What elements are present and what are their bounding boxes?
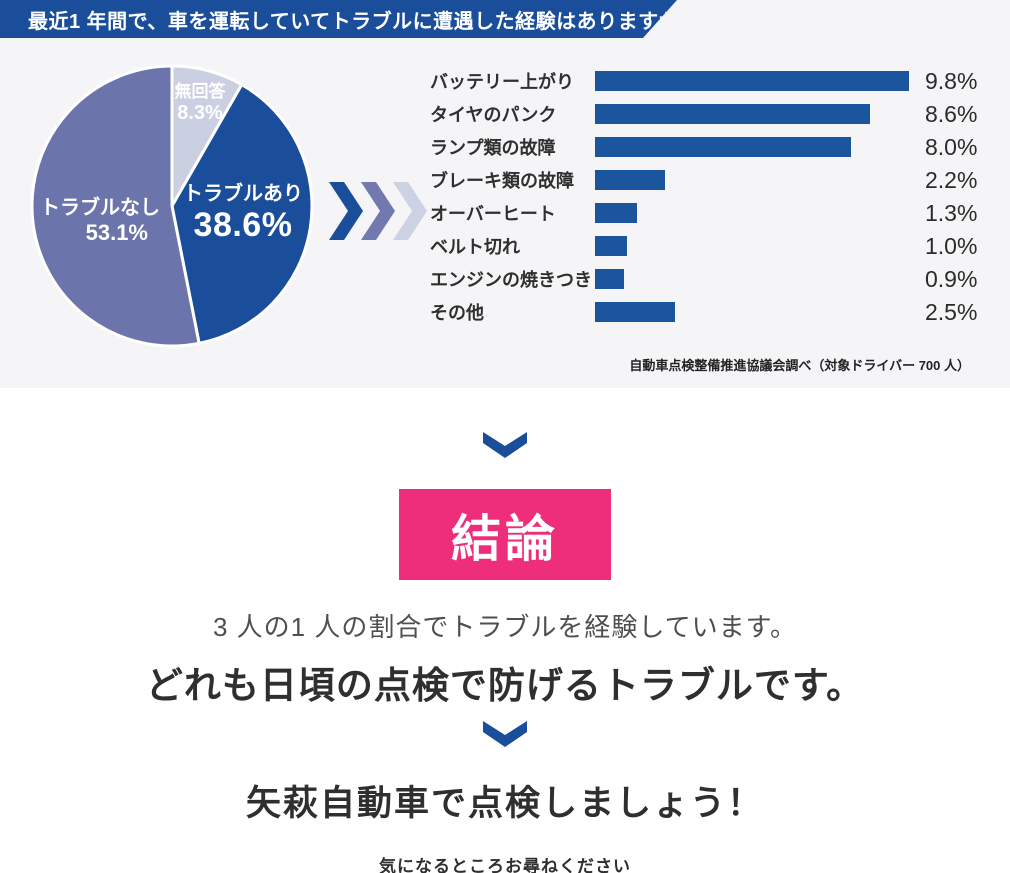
conclusion-badge-label: 結論: [451, 510, 559, 567]
bar-track: [595, 203, 925, 223]
bar-value-label: 2.5%: [925, 298, 978, 325]
bar-fill: [595, 302, 675, 322]
bar-row: その他 2.5%: [430, 299, 990, 325]
pie-label-text: トラブルなし: [40, 197, 160, 219]
bar-fill: [595, 137, 851, 157]
bar-track: [595, 170, 925, 190]
chevron-right-icon: [329, 182, 363, 240]
pie-chart: 無回答 8.3% トラブルあり 38.6% トラブルなし 53.1%: [30, 64, 314, 348]
transition-chevrons: [329, 182, 427, 240]
bar-value-label: 2.2%: [925, 166, 978, 193]
bar-category-label: エンジンの焼きつき: [430, 270, 592, 290]
bar-fill: [595, 236, 627, 256]
chevron-right-icon: [361, 182, 395, 240]
bar-row: ランプ類の故障 8.0%: [430, 134, 990, 160]
chevron-down-icon: [483, 721, 527, 747]
pie-label-value: 8.3%: [177, 101, 223, 124]
pie-label-trouble-yes: トラブルあり 38.6%: [183, 183, 303, 245]
bar-value-label: 1.0%: [925, 232, 978, 259]
pie-label-trouble-no: トラブルなし 53.1%: [40, 197, 160, 245]
bar-fill: [595, 71, 909, 91]
pie-chart-svg: [30, 64, 314, 348]
bar-value-label: 1.3%: [925, 199, 978, 226]
pie-label-text: トラブルあり: [183, 183, 303, 205]
bar-category-label: オーバーヒート: [430, 204, 556, 224]
bar-track: [595, 269, 925, 289]
bar-value-label: 8.6%: [925, 100, 978, 127]
bar-fill: [595, 269, 624, 289]
bar-track: [595, 302, 925, 322]
bar-category-label: ランプ類の故障: [430, 138, 556, 158]
bar-category-label: バッテリー上がり: [430, 72, 574, 92]
bar-category-label: ブレーキ類の故障: [430, 171, 574, 191]
bar-track: [595, 104, 925, 124]
pie-label-value: 38.6%: [193, 206, 293, 244]
bar-fill: [595, 203, 637, 223]
header-banner: 最近1 年間で、車を運転していてトラブルに遭遇した経験はありますか？: [0, 0, 677, 38]
conclusion-line1: 3 人の1 人の割合でトラブルを経験しています。: [213, 612, 797, 642]
pie-label-value: 53.1%: [85, 220, 148, 245]
conclusion-line2: どれも日頃の点検で防げるトラブルです。: [145, 665, 865, 706]
bar-row: ブレーキ類の故障 2.2%: [430, 167, 990, 193]
bar-value-label: 0.9%: [925, 265, 978, 292]
bar-track: [595, 236, 925, 256]
pie-label-no-answer: 無回答 8.3%: [175, 82, 226, 125]
chevron-down-icon: [483, 432, 527, 458]
bar-value-label: 9.8%: [925, 67, 978, 94]
footer-note: 気になるところお尋ねください: [379, 857, 631, 873]
bar-row: タイヤのパンク 8.6%: [430, 101, 990, 127]
bar-row: ベルト切れ 1.0%: [430, 233, 990, 259]
pie-label-text: 無回答: [174, 82, 226, 101]
cta-text: 矢萩自動車で点検しましょう！: [245, 784, 764, 823]
bar-row: エンジンの焼きつき 0.9%: [430, 266, 990, 292]
bar-track: [595, 71, 925, 91]
bar-value-label: 8.0%: [925, 133, 978, 160]
survey-section: 最近1 年間で、車を運転していてトラブルに遭遇した経験はありますか？ 無回答 8…: [0, 0, 1010, 388]
bar-category-label: その他: [430, 303, 484, 323]
bar-chart: バッテリー上がり 9.8% タイヤのパンク 8.6% ランプ類の故障 8.0% ブレーキ類の…: [430, 68, 990, 325]
bar-row: バッテリー上がり 9.8%: [430, 68, 990, 94]
bar-row: オーバーヒート 1.3%: [430, 200, 990, 226]
pie-slice: [170, 83, 314, 345]
chevron-right-icon: [393, 182, 427, 240]
bar-category-label: タイヤのパンク: [430, 105, 557, 125]
source-note: 自動車点検整備推進協議会調べ（対象ドライバー 700 人）: [629, 358, 970, 373]
pie-slice: [30, 64, 201, 348]
conclusion-badge: 結論: [399, 489, 611, 580]
bar-fill: [595, 170, 665, 190]
bar-category-label: ベルト切れ: [430, 237, 520, 257]
bar-fill: [595, 104, 870, 124]
survey-question: 最近1 年間で、車を運転していてトラブルに遭遇した経験はありますか？: [28, 10, 700, 33]
bar-track: [595, 137, 925, 157]
